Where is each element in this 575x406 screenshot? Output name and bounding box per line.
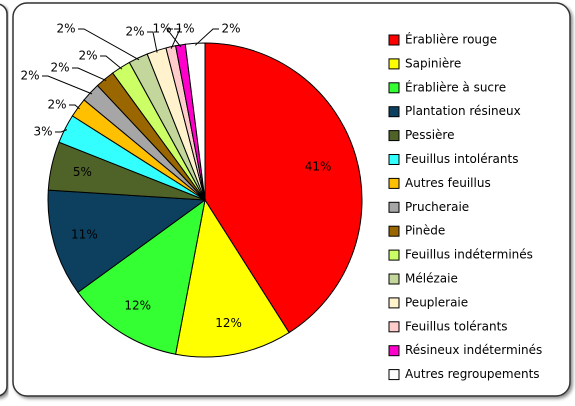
legend-label: Peupleraie (405, 295, 468, 309)
leader-line (100, 55, 123, 70)
data-label: 2% (47, 98, 66, 112)
leader-line (72, 67, 107, 82)
legend-swatch (388, 321, 400, 333)
data-label: 1% (152, 22, 171, 36)
leader-line (55, 129, 68, 133)
data-label: 11% (71, 228, 98, 242)
legend-label: Mélézaie (405, 272, 458, 286)
neighbor-frame (0, 3, 8, 397)
legend-label: Pinède (405, 224, 445, 238)
leader-line (170, 28, 181, 49)
data-label: 2% (125, 25, 144, 39)
legend-swatch (388, 249, 400, 261)
leader-line (42, 75, 93, 95)
legend-label: Autres feuillus (405, 176, 491, 190)
legend-swatch (388, 273, 400, 285)
pie-slice (174, 198, 290, 358)
legend-swatch (388, 177, 400, 189)
pie-slice (184, 42, 206, 201)
legend-label: Plantation résineux (405, 104, 521, 118)
pie-slice (204, 42, 363, 334)
leader-line (69, 104, 80, 110)
legend-swatch (388, 225, 400, 237)
pie-slice (77, 198, 206, 355)
legend-swatch (388, 34, 400, 46)
data-label: 2% (50, 61, 69, 75)
legend-label: Prucheraie (405, 200, 469, 214)
data-label: 2% (78, 49, 97, 63)
data-label: 1% (175, 22, 194, 36)
leader-line (165, 28, 182, 48)
legend-label: Érablière rouge (405, 32, 497, 47)
legend-swatch (388, 82, 400, 94)
leader-line (194, 28, 219, 46)
leader-line (78, 28, 140, 61)
data-label: 12% (124, 299, 151, 313)
legend-swatch (388, 106, 400, 118)
data-label: 2% (20, 69, 39, 83)
legend-label: Pessière (405, 128, 454, 142)
legend-label: Autres regroupements (405, 367, 540, 381)
data-label: 3% (33, 125, 52, 139)
data-label: 12% (215, 316, 242, 330)
legend-swatch (388, 154, 400, 165)
data-label: 2% (221, 22, 240, 36)
legend-label: Érablière à sucre (405, 79, 506, 94)
legend-swatch (388, 345, 400, 357)
legend-swatch (388, 297, 400, 309)
legend-label: Feuillus indéterminés (405, 248, 533, 262)
data-label: 2% (56, 22, 75, 36)
legend-label: Résineux indéterminés (405, 343, 542, 357)
data-label: 5% (73, 165, 92, 179)
legend-label: Feuillus tolérants (405, 319, 508, 333)
leader-line (147, 31, 158, 53)
data-label: 41% (305, 160, 332, 174)
legend-swatch (388, 58, 400, 70)
legend-swatch (388, 369, 400, 381)
legend-swatch (388, 130, 400, 142)
legend-swatch (388, 201, 400, 213)
legend-label: Sapinière (405, 56, 461, 70)
legend-label: Feuillus intolérants (405, 152, 518, 166)
pie-slice (47, 189, 207, 293)
